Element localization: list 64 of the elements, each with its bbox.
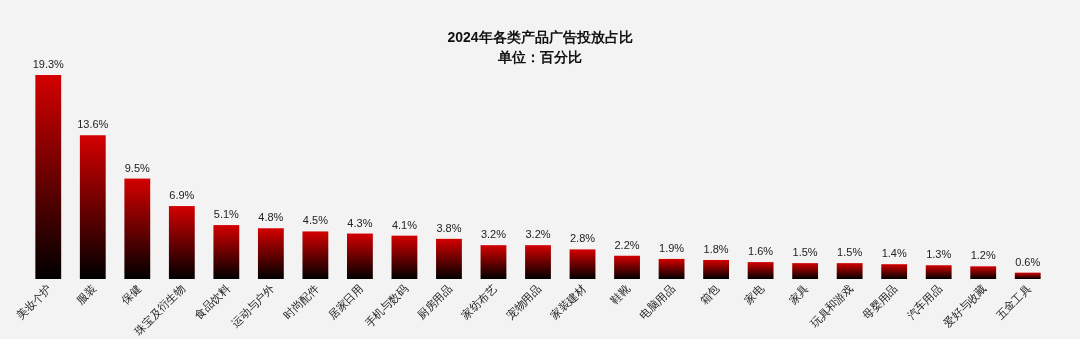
data-label: 1.4% bbox=[881, 247, 907, 260]
bar bbox=[747, 262, 774, 279]
bar bbox=[569, 249, 596, 279]
data-label: 1.9% bbox=[659, 241, 685, 254]
bar bbox=[35, 75, 62, 279]
x-tick-label: 鞋靴 bbox=[608, 281, 633, 306]
bar bbox=[925, 265, 952, 279]
x-tick-label: 美妆个护 bbox=[14, 281, 54, 322]
bar bbox=[391, 235, 418, 279]
bar bbox=[703, 259, 729, 279]
data-label: 2.2% bbox=[614, 238, 640, 251]
data-label: 1.5% bbox=[792, 246, 818, 259]
x-tick-label: 时尚配件 bbox=[281, 281, 321, 322]
data-label: 5.1% bbox=[213, 208, 240, 221]
x-tick-label: 家具 bbox=[786, 281, 811, 306]
bar bbox=[792, 263, 819, 279]
chart-title: 2024年各类产品广告投放占比 bbox=[447, 29, 633, 45]
data-label: 4.8% bbox=[258, 211, 284, 224]
bar bbox=[836, 263, 863, 279]
bar bbox=[658, 258, 685, 279]
data-label: 0.6% bbox=[1015, 255, 1041, 268]
bar bbox=[302, 231, 329, 279]
data-label: 19.3% bbox=[32, 58, 65, 70]
data-label: 1.5% bbox=[837, 246, 863, 259]
x-tick-label: 家电 bbox=[741, 281, 767, 306]
data-label: 3.2% bbox=[480, 228, 507, 241]
x-tick-label: 箱包 bbox=[697, 281, 722, 306]
bar bbox=[525, 245, 551, 279]
bar bbox=[480, 245, 507, 279]
data-label: 2.8% bbox=[569, 232, 596, 245]
bar bbox=[79, 135, 106, 279]
bar bbox=[347, 233, 373, 279]
data-label: 1.6% bbox=[748, 245, 774, 258]
bar bbox=[970, 266, 997, 279]
x-tick-label: 母婴用品 bbox=[859, 281, 900, 322]
data-label: 4.1% bbox=[391, 218, 418, 231]
data-label: 3.2% bbox=[525, 228, 551, 241]
data-label: 4.5% bbox=[302, 214, 329, 227]
x-tick-label: 服装 bbox=[74, 281, 99, 306]
bar bbox=[881, 264, 908, 279]
data-label: 6.9% bbox=[169, 189, 195, 202]
x-tick-label: 家装建材 bbox=[548, 281, 588, 322]
x-tick-label: 五金工具 bbox=[993, 281, 1034, 322]
data-label: 1.3% bbox=[926, 248, 952, 261]
x-tick-label: 宠物用品 bbox=[503, 281, 544, 322]
x-tick-label: 食品饮料 bbox=[192, 281, 232, 322]
bar bbox=[213, 225, 240, 279]
bar bbox=[614, 255, 640, 279]
x-tick-label: 家纺布艺 bbox=[459, 281, 499, 322]
data-label: 9.5% bbox=[124, 161, 151, 174]
chart-subtitle: 单位：百分比 bbox=[497, 49, 582, 65]
bar bbox=[257, 228, 284, 279]
bar bbox=[1014, 272, 1041, 279]
data-label: 3.8% bbox=[436, 221, 462, 234]
bar bbox=[168, 206, 195, 279]
x-tick-label: 电脑用品 bbox=[637, 281, 677, 322]
bar bbox=[124, 178, 151, 279]
data-label: 4.3% bbox=[347, 216, 373, 229]
x-tick-label: 厨房用品 bbox=[414, 281, 455, 322]
x-tick-label: 保健 bbox=[118, 281, 143, 306]
bar bbox=[436, 238, 462, 279]
data-label: 1.8% bbox=[703, 242, 729, 255]
data-label: 13.6% bbox=[77, 118, 109, 131]
data-label: 1.2% bbox=[970, 249, 996, 262]
